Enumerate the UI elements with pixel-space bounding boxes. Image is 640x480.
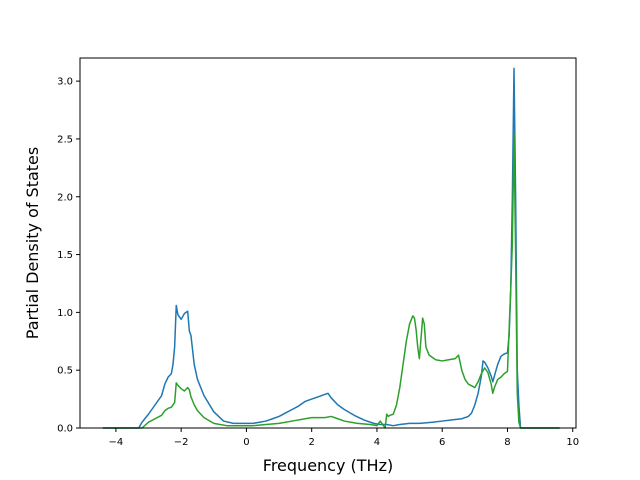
x-tick-label: 4: [374, 437, 380, 448]
x-tick-label: 8: [504, 437, 510, 448]
y-axis-title: Partial Density of States: [23, 147, 42, 339]
series-line-2: [102, 132, 560, 429]
x-tick-label: −4: [109, 437, 124, 448]
x-tick-label: 6: [439, 437, 445, 448]
y-tick-label: 2.5: [57, 134, 73, 145]
series-line-1: [102, 67, 560, 429]
plot-lines: [102, 67, 560, 429]
y-tick-label: 0.0: [57, 424, 73, 435]
x-tick-label: 0: [243, 437, 249, 448]
y-axis: 0.0 0.5 1.0 1.5 2.0 2.5 3.0: [57, 77, 80, 435]
y-tick-label: 1.5: [57, 250, 73, 261]
x-tick-label: 10: [566, 437, 579, 448]
y-tick-label: 3.0: [57, 77, 73, 88]
plot-frame: [79, 57, 577, 429]
x-tick-label: 2: [308, 437, 314, 448]
x-axis: −4 −2 0 2 4 6 8 10: [109, 428, 579, 448]
x-axis-title: Frequency (THz): [263, 456, 393, 475]
y-tick-label: 0.5: [57, 366, 73, 377]
y-tick-label: 2.0: [57, 192, 73, 203]
y-tick-label: 1.0: [57, 308, 73, 319]
x-tick-label: −2: [174, 437, 189, 448]
